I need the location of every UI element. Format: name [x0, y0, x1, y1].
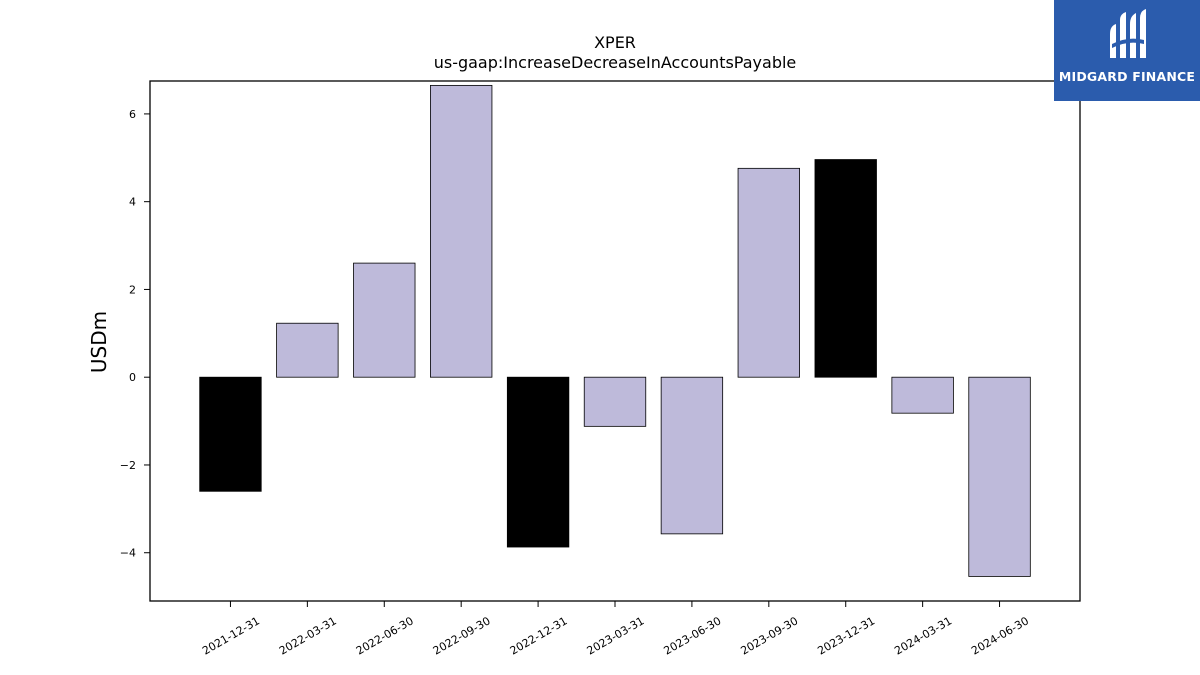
bar-2023-03-31 — [583, 376, 647, 427]
bar-2023-12-31 — [814, 159, 877, 378]
bar-2024-06-30 — [968, 376, 1031, 577]
bar-2022-09-30 — [430, 84, 493, 378]
x-tick-label: 2022-09-30 — [431, 614, 493, 657]
x-tick-label: 2023-03-31 — [585, 614, 647, 657]
x-tick-label: 2024-06-30 — [969, 614, 1031, 657]
bar-2022-03-31 — [276, 322, 339, 378]
x-tick-label: 2023-09-30 — [738, 614, 800, 657]
x-tick-label: 2021-12-31 — [200, 614, 262, 657]
bar-2022-12-31 — [506, 376, 570, 548]
x-tick-label: 2022-06-30 — [354, 614, 416, 657]
y-tick-label: −2 — [120, 459, 136, 472]
bar-2023-06-30 — [660, 376, 724, 535]
logo-text: MIDGARD FINANCE — [1058, 69, 1196, 84]
y-tick-label: 6 — [129, 108, 136, 121]
x-axis-ticks: 2021-12-31 2022-03-31 2022-06-30 2022-09-30… — [200, 601, 1031, 658]
bar-2024-03-31 — [891, 376, 954, 414]
midgard-finance-logo: MIDGARD FINANCE — [1054, 0, 1200, 101]
midgard-logo-icon — [1110, 9, 1146, 58]
x-tick-label: 2023-06-30 — [662, 614, 724, 657]
bars-group — [199, 84, 1031, 577]
x-tick-label: 2022-03-31 — [277, 614, 339, 657]
bar-2021-12-31 — [199, 376, 262, 492]
chart-subtitle: us-gaap:IncreaseDecreaseInAccountsPayabl… — [434, 53, 797, 72]
y-tick-label: 0 — [129, 371, 136, 384]
y-tick-label: 2 — [129, 283, 136, 296]
y-tick-label: −4 — [120, 547, 136, 560]
y-axis-ticks: −4 −2 0 2 4 6 — [120, 108, 150, 560]
x-tick-label: 2024-03-31 — [892, 614, 954, 657]
x-tick-label: 2022-12-31 — [508, 614, 570, 657]
chart-title: XPER — [594, 33, 636, 52]
bar-2023-09-30 — [737, 167, 800, 378]
x-tick-label: 2023-12-31 — [815, 614, 877, 657]
bar-2022-06-30 — [353, 262, 416, 378]
y-tick-label: 4 — [129, 196, 136, 209]
y-axis-label: USDm — [87, 311, 111, 373]
plot-frame — [149, 80, 1081, 602]
